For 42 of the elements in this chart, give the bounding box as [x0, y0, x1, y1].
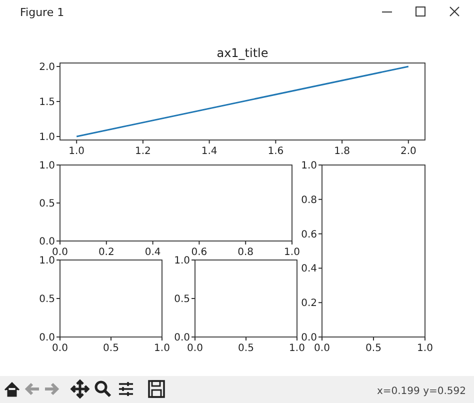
x-tick-label: 0.4	[144, 247, 161, 258]
y-tick-label: 1.0	[301, 160, 317, 172]
x-tick-label: 1.0	[289, 343, 305, 354]
x-tick-label: 0.0	[314, 343, 330, 354]
x-tick-label: 0.0	[187, 343, 203, 354]
text: x=0.199 y=0.592	[376, 386, 466, 397]
x-tick-label: 0.2	[98, 247, 114, 258]
y-tick-label: 0.5	[39, 198, 55, 210]
y-tick-label: 2.0	[39, 62, 55, 73]
y-tick-label: 0.2	[301, 298, 317, 310]
caption: Figure 1	[20, 6, 64, 19]
y-tick-label: 0.5	[39, 294, 55, 305]
x-tick-label: 0.6	[191, 247, 208, 258]
x-tick-label: 1.4	[201, 146, 218, 157]
chart-title: ax1_title	[216, 46, 268, 60]
x-tick-label: 1.8	[334, 146, 350, 157]
y-tick-label: 1.0	[39, 160, 55, 172]
y-tick-label: 0.6	[301, 229, 317, 240]
x-tick-label: 0.0	[52, 247, 68, 258]
y-tick-label: 0.0	[39, 332, 55, 344]
y-tick-label: 0.5	[174, 294, 190, 305]
y-tick-label: 1.0	[39, 256, 55, 266]
x-tick-label: 2.0	[400, 146, 416, 157]
y-tick-label: 0.8	[301, 194, 317, 206]
x-tick-label: 0.5	[103, 343, 119, 354]
x-tick-label: 1.0	[68, 146, 85, 157]
y-tick-label: 0.0	[39, 236, 55, 248]
x-tick-label: 1.6	[268, 146, 284, 157]
x-tick-label: 1.0	[154, 343, 170, 354]
x-tick-label: 0.8	[238, 247, 254, 258]
y-tick-label: 0.4	[301, 264, 317, 275]
x-tick-label: 1.0	[417, 343, 433, 354]
y-tick-label: 1.0	[174, 256, 190, 266]
x-tick-label: 0.0	[52, 343, 68, 354]
y-tick-label: 0.0	[301, 332, 317, 344]
x-tick-label: 1.2	[135, 146, 151, 157]
x-tick-label: 0.5	[366, 343, 382, 354]
y-tick-label: 0.0	[174, 332, 190, 344]
x-tick-label: 0.5	[238, 343, 254, 354]
y-tick-label: 1.0	[39, 132, 55, 143]
y-tick-label: 1.5	[39, 97, 55, 108]
x-tick-label: 1.0	[284, 247, 300, 258]
